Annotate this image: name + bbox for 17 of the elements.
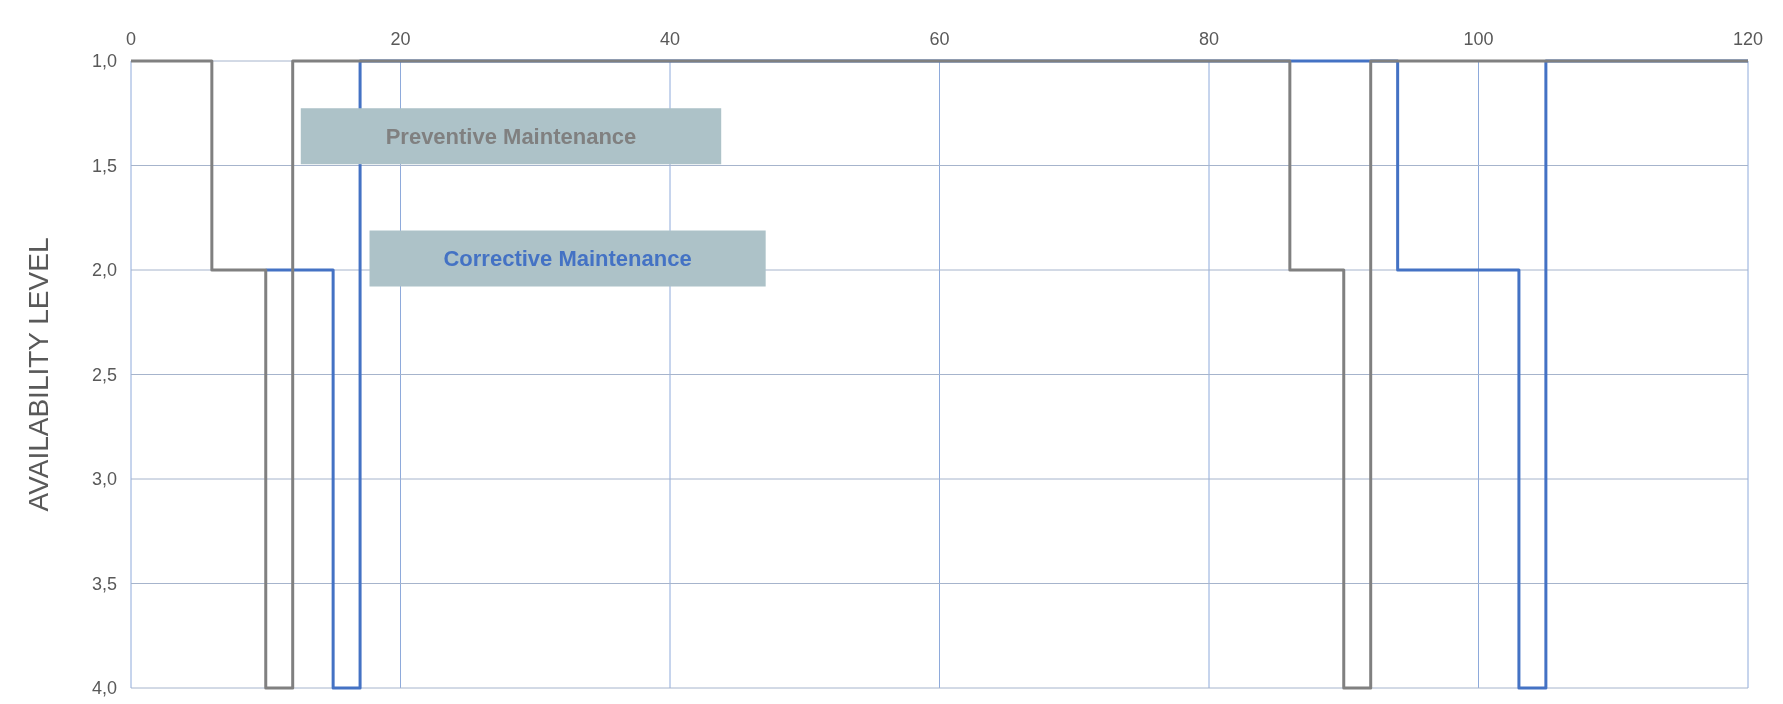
x-tick-label: 20 bbox=[390, 29, 411, 49]
x-tick-label: 80 bbox=[1198, 29, 1220, 49]
y-tick-label: 2,0 bbox=[91, 260, 117, 281]
y-tick-label: 2,5 bbox=[91, 364, 117, 385]
y-axis-title: AVAILABILITY LEVEL bbox=[23, 237, 54, 512]
x-tick-label: 60 bbox=[929, 29, 950, 49]
y-tick-label: 1,5 bbox=[91, 155, 117, 176]
x-tick-label: 120 bbox=[1732, 29, 1764, 49]
text: Corrective Maintenance bbox=[443, 246, 692, 272]
y-tick-label: 4,0 bbox=[91, 678, 117, 699]
text: Preventive Maintenance bbox=[385, 123, 637, 149]
x-tick-label: 100 bbox=[1463, 29, 1494, 49]
x-tick-label: 40 bbox=[659, 29, 681, 49]
x-tick-label: 0 bbox=[125, 29, 137, 49]
y-tick-label: 1,0 bbox=[91, 51, 117, 72]
y-tick-label: 3,0 bbox=[91, 469, 117, 490]
y-tick-label: 3,5 bbox=[91, 573, 117, 594]
